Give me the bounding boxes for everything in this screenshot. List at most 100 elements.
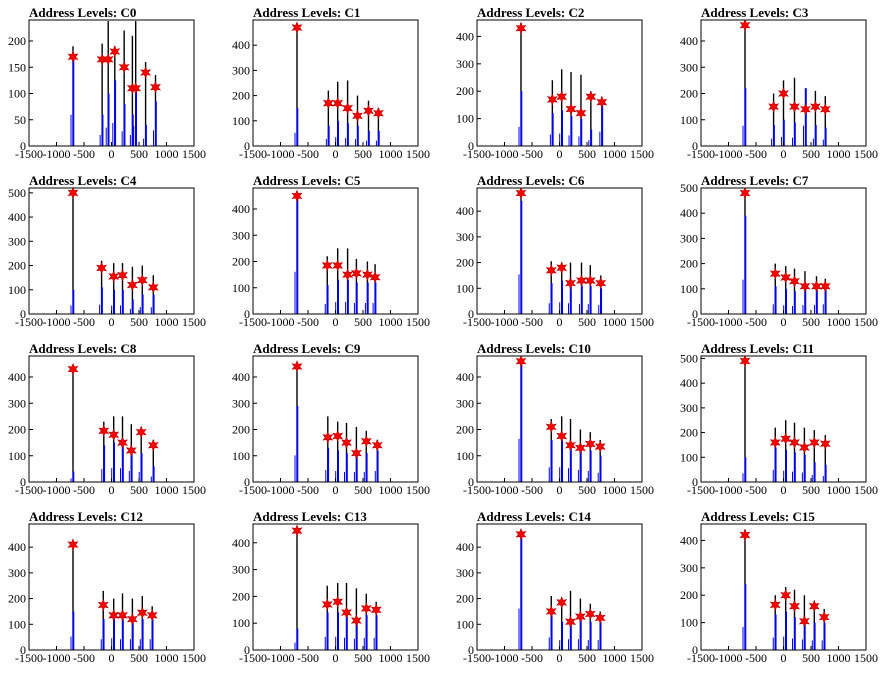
x-tick-label: 500 — [802, 483, 820, 497]
x-tick-label: -1000 — [491, 315, 519, 329]
red-star-marker — [322, 431, 334, 444]
chart-title: Address Levels: C3 — [701, 5, 809, 20]
red-star-marker — [332, 429, 344, 443]
y-tick-label: 300 — [232, 563, 250, 577]
red-star-marker — [515, 186, 527, 200]
x-tick-label: -1500 — [463, 315, 491, 329]
x-tick-label: 1000 — [155, 315, 179, 329]
x-tick-label: 0 — [109, 147, 115, 161]
x-tick-label: -1000 — [267, 315, 295, 329]
red-star-marker — [575, 106, 587, 120]
red-star-marker — [67, 538, 79, 551]
y-tick-label: 400 — [456, 540, 474, 554]
chart-panel-13: Address Levels: C13 0 100 200 300 400 -1500 -10… — [232, 509, 430, 665]
y-tick-label: 100 — [456, 449, 474, 463]
y-tick-label: 200 — [232, 89, 250, 103]
red-star-marker — [108, 428, 120, 442]
x-tick-label: 1500 — [854, 651, 878, 665]
plot-frame — [252, 523, 419, 651]
x-tick-label: -1500 — [463, 147, 491, 161]
chart-title: Address Levels: C11 — [701, 341, 814, 356]
x-tick-label: -1500 — [687, 147, 715, 161]
red-star-marker — [291, 21, 303, 34]
chart-panel-4: Address Levels: C40100200300400500-1500-… — [8, 173, 206, 329]
x-tick-label: 1500 — [630, 147, 654, 161]
y-tick-label: 300 — [8, 396, 26, 410]
y-tick-label: 100 — [456, 281, 474, 295]
red-star-marker — [565, 276, 576, 290]
y-tick-label: 300 — [680, 60, 698, 74]
chart-panel-1: Address Levels: C1 0 100 200 300 400 -1500 -100… — [232, 5, 430, 161]
chart-title: Address Levels: C2 — [477, 5, 584, 20]
plot-frame — [700, 187, 867, 315]
red-star-marker — [565, 102, 577, 116]
red-star-marker — [819, 102, 831, 116]
y-tick-label: 400 — [232, 536, 250, 550]
y-tick-label: 300 — [8, 566, 26, 580]
x-tick-label: 500 — [130, 147, 148, 161]
x-tick-label: 0 — [333, 147, 339, 161]
red-star-marker — [369, 270, 381, 284]
chart-title: Address Levels: C14 — [477, 509, 591, 524]
x-tick-label: -500 — [521, 147, 543, 161]
y-tick-label: 200 — [680, 257, 698, 271]
red-star-marker — [545, 420, 557, 434]
red-star-marker — [96, 261, 108, 275]
x-tick-label: 1000 — [603, 483, 627, 497]
red-star-marker — [768, 100, 780, 113]
red-star-marker — [799, 279, 811, 293]
plot-frame — [476, 187, 643, 315]
red-star-marker — [67, 362, 79, 376]
chart-title: Address Levels: C10 — [477, 341, 591, 356]
y-tick-label: 400 — [8, 540, 26, 554]
x-tick-label: 1500 — [854, 483, 878, 497]
red-star-marker — [147, 438, 159, 452]
chart-panel-12: Address Levels: C12 0 100 200 300 400 -1500 -10… — [8, 509, 206, 665]
y-tick-label: 400 — [456, 29, 474, 43]
x-tick-label: -1000 — [715, 483, 743, 497]
x-tick-label: 500 — [130, 315, 148, 329]
red-star-marker — [363, 104, 374, 118]
x-tick-label: 1000 — [379, 651, 403, 665]
red-star-marker — [545, 263, 557, 277]
plot-frame — [28, 523, 195, 651]
plot-frame — [252, 19, 419, 147]
x-tick-label: 1500 — [854, 315, 878, 329]
red-star-marker — [67, 50, 79, 64]
red-star-marker — [576, 274, 587, 287]
red-star-marker — [350, 614, 362, 627]
x-tick-label: -500 — [297, 147, 319, 161]
chart-title: Address Levels: C7 — [701, 173, 809, 188]
x-tick-label: -1000 — [267, 651, 295, 665]
x-tick-label: -1500 — [15, 315, 43, 329]
y-tick-label: 200 — [680, 87, 698, 101]
red-star-marker — [360, 602, 372, 615]
chart-panel-3: Address Levels: C3 0 100 200 300 400 -1500 -100… — [680, 5, 878, 161]
red-star-marker — [594, 440, 606, 453]
y-tick-label: 100 — [8, 449, 26, 463]
x-tick-label: 0 — [109, 651, 115, 665]
x-tick-label: 1000 — [155, 651, 179, 665]
y-tick-label: 400 — [456, 204, 474, 218]
red-star-marker — [109, 45, 121, 58]
red-star-marker — [342, 101, 354, 115]
x-tick-label: 500 — [802, 147, 820, 161]
red-star-marker — [780, 432, 792, 446]
x-tick-label: -500 — [73, 147, 95, 161]
x-tick-label: -500 — [521, 315, 543, 329]
red-star-marker — [780, 588, 792, 602]
y-tick-label: 500 — [8, 186, 26, 200]
y-tick-label: 300 — [456, 57, 474, 71]
y-tick-label: 400 — [232, 202, 250, 216]
red-star-marker — [117, 268, 128, 282]
y-tick-label: 150 — [8, 60, 26, 74]
y-tick-label: 300 — [456, 396, 474, 410]
y-tick-label: 200 — [232, 423, 250, 437]
y-tick-label: 300 — [680, 561, 698, 575]
x-tick-label: 1000 — [603, 315, 627, 329]
chart-title: Address Levels: C4 — [29, 173, 137, 188]
x-tick-label: -1500 — [239, 483, 267, 497]
red-star-marker — [739, 354, 751, 368]
chart-title: Address Levels: C12 — [29, 509, 143, 524]
